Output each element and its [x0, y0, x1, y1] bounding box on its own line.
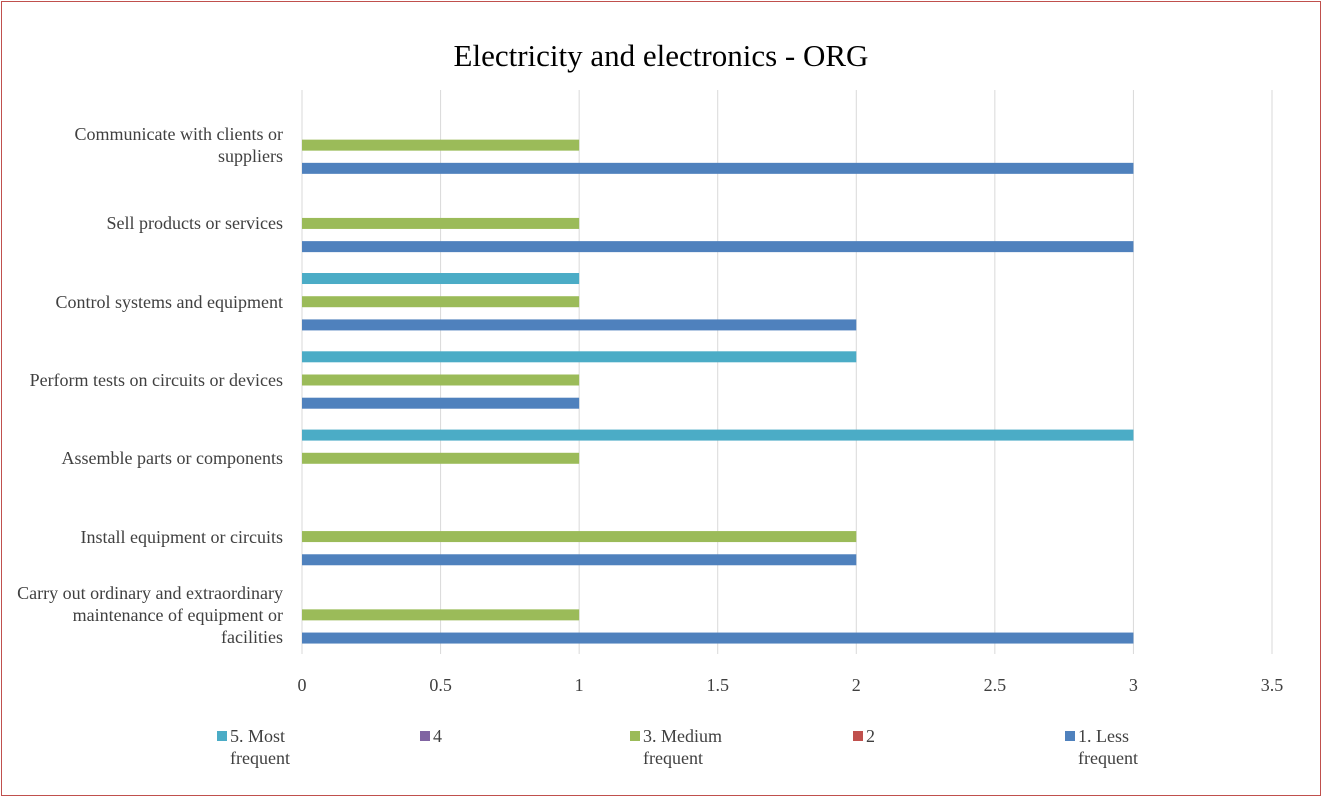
- y-tick-label: Perform tests on circuits or devices: [29, 370, 283, 390]
- x-tick-label: 0: [297, 675, 307, 695]
- y-tick-label: Communicate with clients or suppliers: [74, 124, 283, 167]
- bar: [302, 632, 1134, 644]
- legend-item: 5. Most frequent: [217, 725, 325, 769]
- bar: [302, 217, 580, 229]
- legend-label: 2: [866, 726, 875, 746]
- bar: [302, 319, 857, 331]
- y-tick-label: Control systems and equipment: [55, 291, 283, 312]
- bar: [302, 429, 1134, 441]
- y-tick-label: Assemble parts or components: [61, 448, 283, 469]
- legend-swatch: [1065, 731, 1075, 741]
- legend-label: 4: [433, 726, 442, 746]
- chart-title: Electricity and electronics - ORG: [453, 38, 869, 73]
- x-tick-label: 0.5: [429, 675, 452, 695]
- legend-item: 1. Less frequent: [1065, 725, 1173, 769]
- legend-label: 3. Medium frequent: [643, 726, 722, 768]
- legend-swatch: [630, 731, 640, 741]
- x-tick-label: 2.5: [983, 675, 1007, 695]
- legend-label: 5. Most frequent: [230, 726, 290, 768]
- bar: [302, 554, 857, 566]
- legend-item: 2: [853, 725, 961, 747]
- legend-swatch: [217, 731, 227, 741]
- x-tick-label: 1.5: [706, 675, 729, 695]
- y-tick-label: Sell products or services: [106, 213, 283, 234]
- bar: [302, 531, 857, 543]
- legend-swatch: [853, 731, 863, 741]
- y-tick-label: Carry out ordinary and extraordinary mai…: [17, 582, 283, 647]
- bar: [302, 374, 580, 386]
- x-tick-label: 3: [1128, 675, 1138, 695]
- legend-label: 1. Less frequent: [1078, 726, 1138, 768]
- x-tick-label: 1: [574, 675, 584, 695]
- bar: [302, 609, 580, 621]
- bar: [302, 351, 857, 363]
- bar: [302, 296, 580, 308]
- y-tick-label: Install equipment or circuits: [80, 526, 283, 547]
- legend-item: 3. Medium frequent: [630, 725, 738, 769]
- x-tick-label: 2: [851, 675, 861, 695]
- bar: [302, 139, 580, 151]
- bar: [302, 273, 580, 285]
- legend-item: 4: [420, 725, 528, 747]
- bar: [302, 162, 1134, 174]
- bar: [302, 452, 580, 464]
- bar: [302, 241, 1134, 253]
- x-tick-label: 3.5: [1260, 675, 1284, 695]
- legend-swatch: [420, 731, 430, 741]
- bar: [302, 397, 580, 409]
